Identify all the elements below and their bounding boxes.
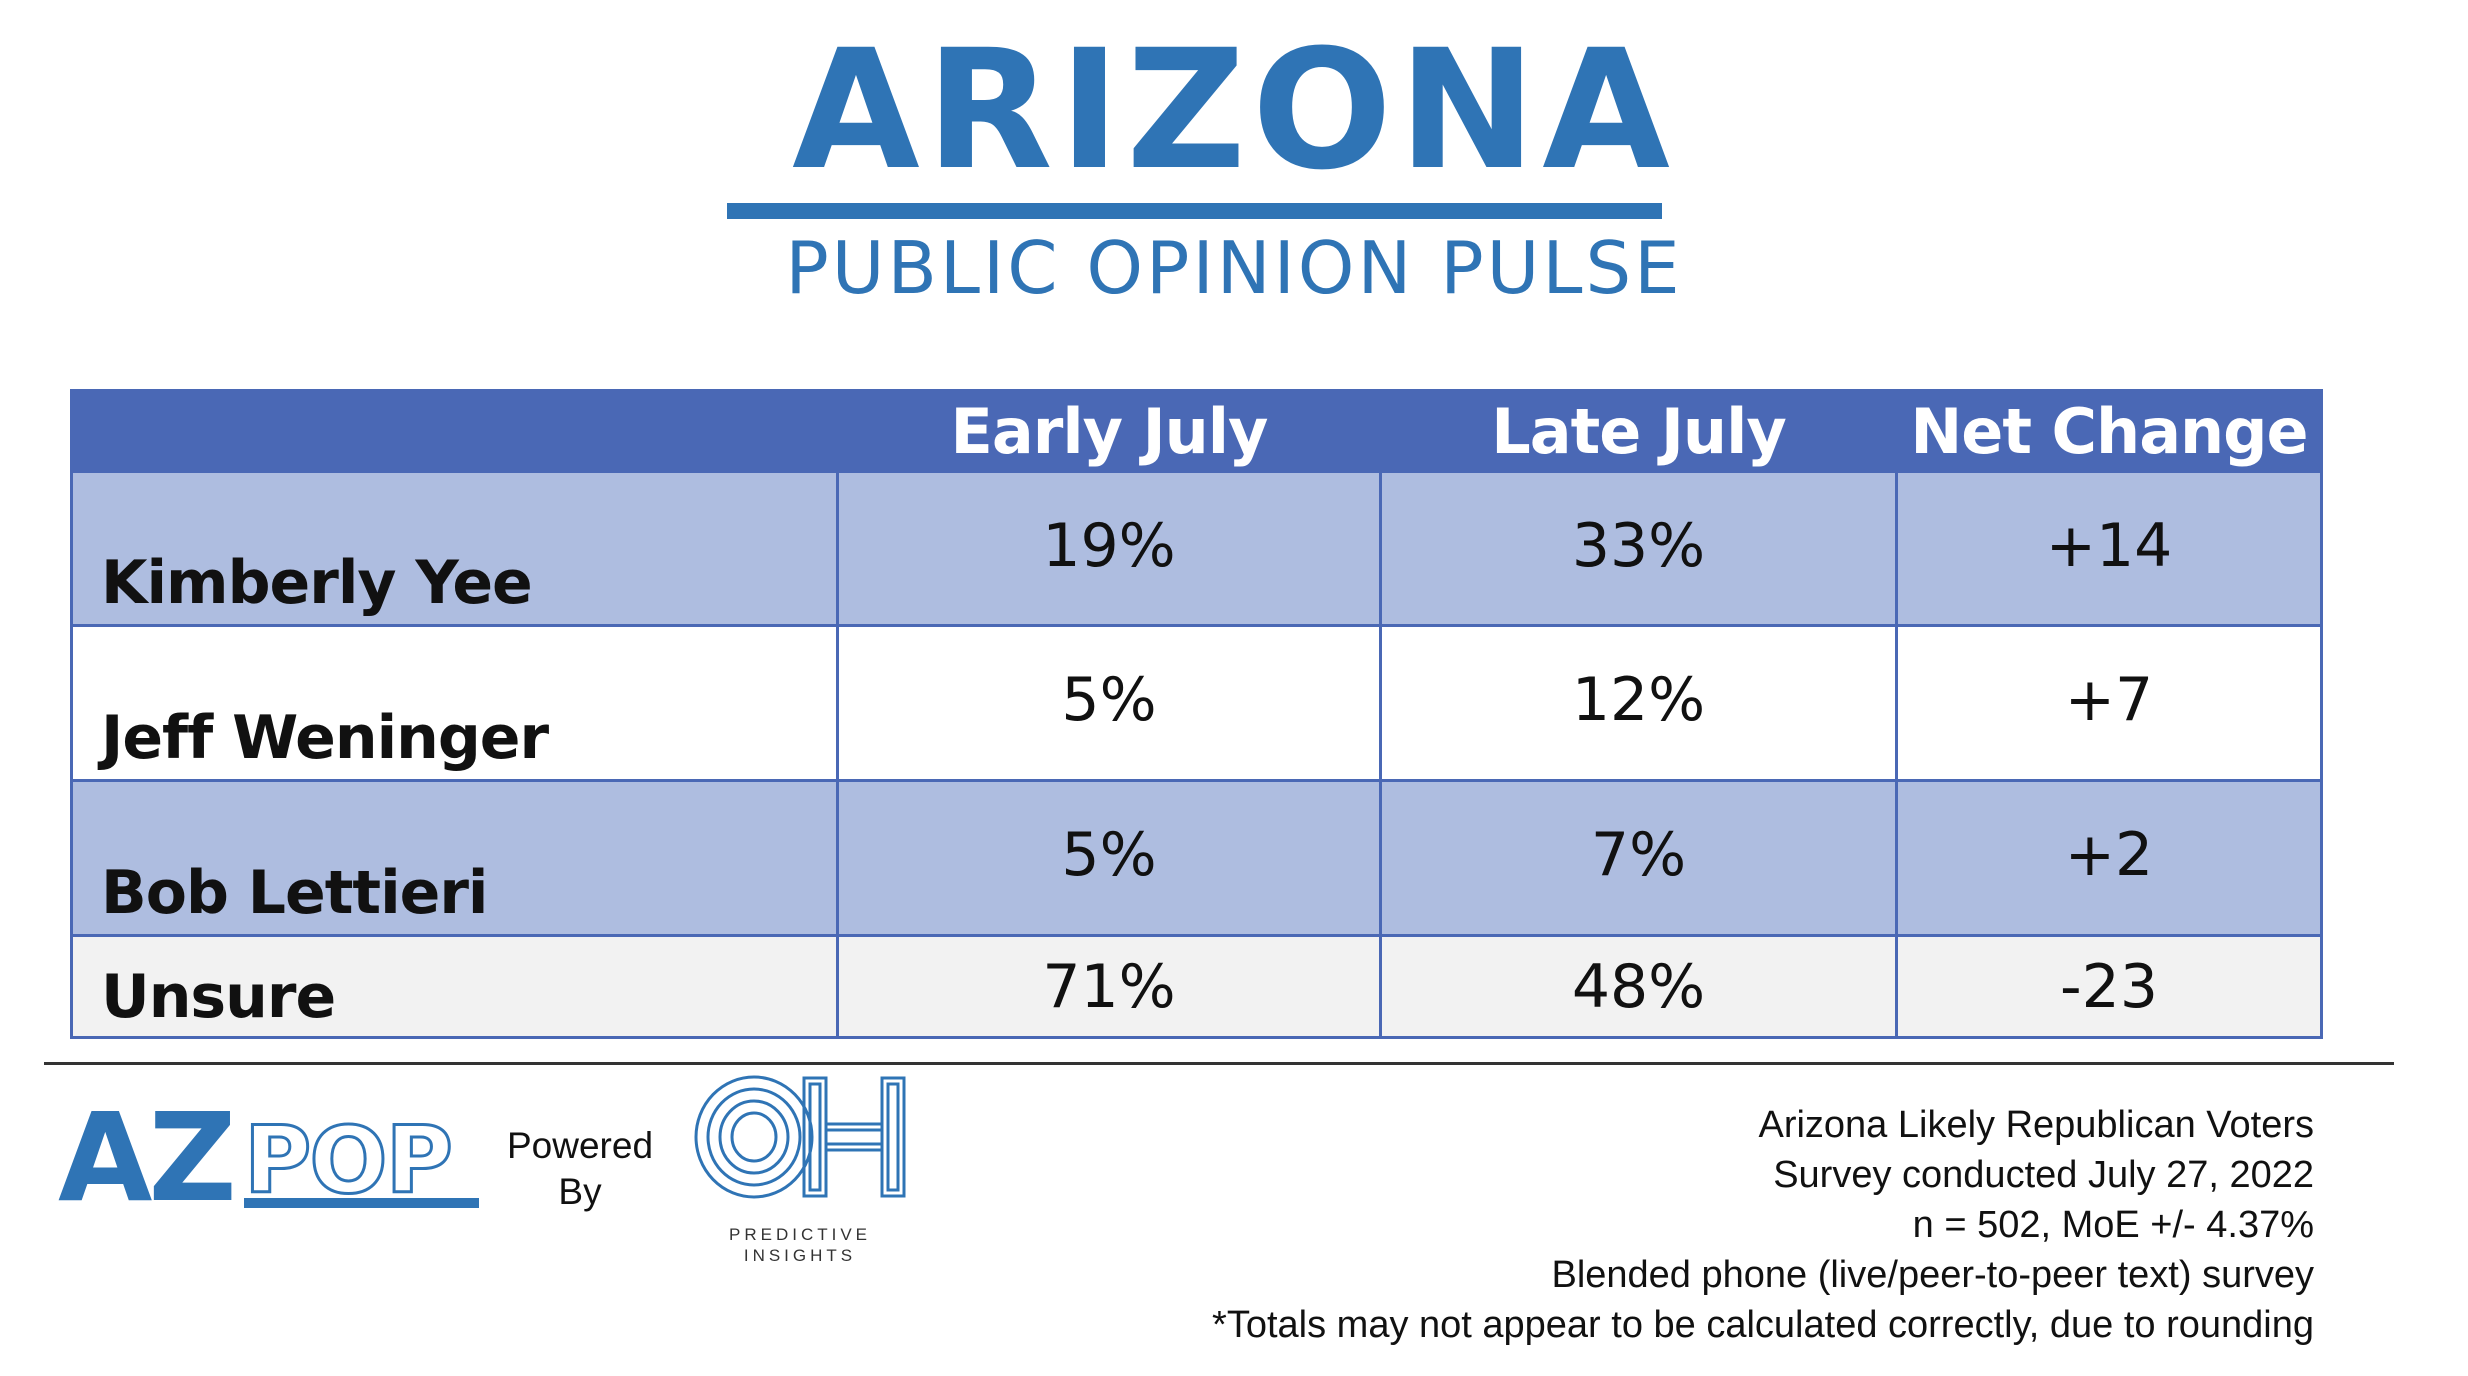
row-label: Unsure xyxy=(70,934,839,1039)
oh-logo-caption: PREDICTIVE INSIGHTS xyxy=(700,1224,900,1266)
powered-by-line: Powered xyxy=(506,1125,654,1166)
results-table-wrapper: Early July Late July Net Change Kimberly… xyxy=(70,389,2323,1039)
cell-net-change: +2 xyxy=(1895,779,2323,937)
cell-early-july: 19% xyxy=(836,470,1382,627)
column-header-candidate xyxy=(70,389,839,473)
column-header-net-change: Net Change xyxy=(1895,389,2323,473)
survey-footnotes: Arizona Likely Republican Voters Survey … xyxy=(1212,1100,2314,1350)
brand-subtitle: PUBLIC OPINION PULSE xyxy=(785,226,1683,310)
cell-early-july: 5% xyxy=(836,779,1382,937)
cell-net-change: +14 xyxy=(1895,470,2323,627)
footnote-line: n = 502, MoE +/- 4.37% xyxy=(1912,1204,2314,1246)
column-header-early-july: Early July xyxy=(836,389,1382,473)
cell-late-july: 33% xyxy=(1379,470,1898,627)
cell-net-change: +7 xyxy=(1895,624,2323,782)
row-label: Jeff Weninger xyxy=(70,624,839,782)
oh-caption-line: INSIGHTS xyxy=(743,1246,857,1265)
table-row: Kimberly Yee 19% 33% +14 xyxy=(70,470,2323,627)
table-row: Bob Lettieri 5% 7% +2 xyxy=(70,779,2323,937)
cell-late-july: 7% xyxy=(1379,779,1898,937)
cell-early-july: 5% xyxy=(836,624,1382,782)
footer-divider xyxy=(44,1062,2394,1065)
table-row: Unsure 71% 48% -23 xyxy=(70,934,2323,1039)
oh-predictive-insights-logo xyxy=(694,1075,906,1199)
cell-late-july: 12% xyxy=(1379,624,1898,782)
results-table: Early July Late July Net Change Kimberly… xyxy=(70,389,2323,1039)
column-header-late-july: Late July xyxy=(1379,389,1898,473)
row-label: Bob Lettieri xyxy=(70,779,839,937)
footnote-line: Survey conducted July 27, 2022 xyxy=(1773,1154,2314,1196)
azpop-logo: AZ POP xyxy=(58,1100,479,1210)
azpop-logo-pop: POP xyxy=(244,1107,451,1210)
footnote-line: Blended phone (live/peer-to-peer text) s… xyxy=(1551,1254,2314,1296)
footnote-line: Arizona Likely Republican Voters xyxy=(1758,1104,2314,1146)
brand-title-underline xyxy=(727,203,1662,219)
oh-caption-line: PREDICTIVE xyxy=(728,1225,872,1244)
cell-late-july: 48% xyxy=(1379,934,1898,1039)
row-label: Kimberly Yee xyxy=(70,470,839,627)
cell-net-change: -23 xyxy=(1895,934,2323,1039)
cell-early-july: 71% xyxy=(836,934,1382,1039)
footnote-line: *Totals may not appear to be calculated … xyxy=(1212,1304,2314,1346)
powered-by-line: By xyxy=(558,1171,602,1212)
table-header-row: Early July Late July Net Change xyxy=(70,389,2323,473)
powered-by-label: Powered By xyxy=(500,1123,660,1215)
brand-title: ARIZONA xyxy=(792,14,1676,206)
azpop-logo-az: AZ xyxy=(58,1100,233,1210)
table-row: Jeff Weninger 5% 12% +7 xyxy=(70,624,2323,782)
header: ARIZONA PUBLIC OPINION PULSE xyxy=(0,0,2468,330)
